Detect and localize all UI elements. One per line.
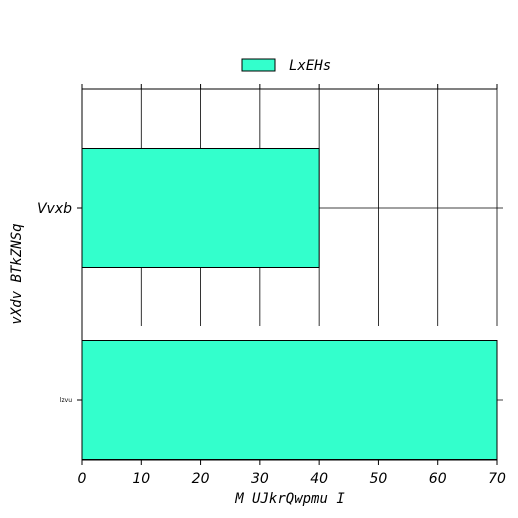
bars (81, 148, 498, 460)
x-tick-label-20: 20 (192, 471, 210, 487)
x-tick-label-40: 40 (310, 471, 328, 487)
x-tick-label-60: 60 (429, 471, 447, 487)
x-tick-label-30: 30 (251, 471, 269, 487)
legend-swatch (241, 58, 276, 72)
axes (77, 84, 498, 465)
x-axis-title: M UJkrQwpmu I (234, 491, 345, 507)
x-tick-label-50: 50 (370, 471, 388, 487)
bar-vvxb (81, 148, 320, 268)
bar-lzvu (81, 340, 498, 460)
x-tick-label-10: 10 (132, 471, 150, 487)
legend-label: LxEHs (289, 58, 331, 74)
legend: LxEHs (241, 58, 331, 74)
labels: 0 10 20 30 40 50 60 70 Vvxb lzvu (37, 201, 506, 487)
y-axis-title: vXdv BTkZNSq (9, 223, 25, 324)
y-tick-label-vvxb: Vvxb (37, 201, 72, 217)
x-tick-label-0: 0 (78, 471, 87, 487)
y-tick-label-lzvu: lzvu (60, 397, 72, 404)
x-tick-label-70: 70 (488, 471, 506, 487)
